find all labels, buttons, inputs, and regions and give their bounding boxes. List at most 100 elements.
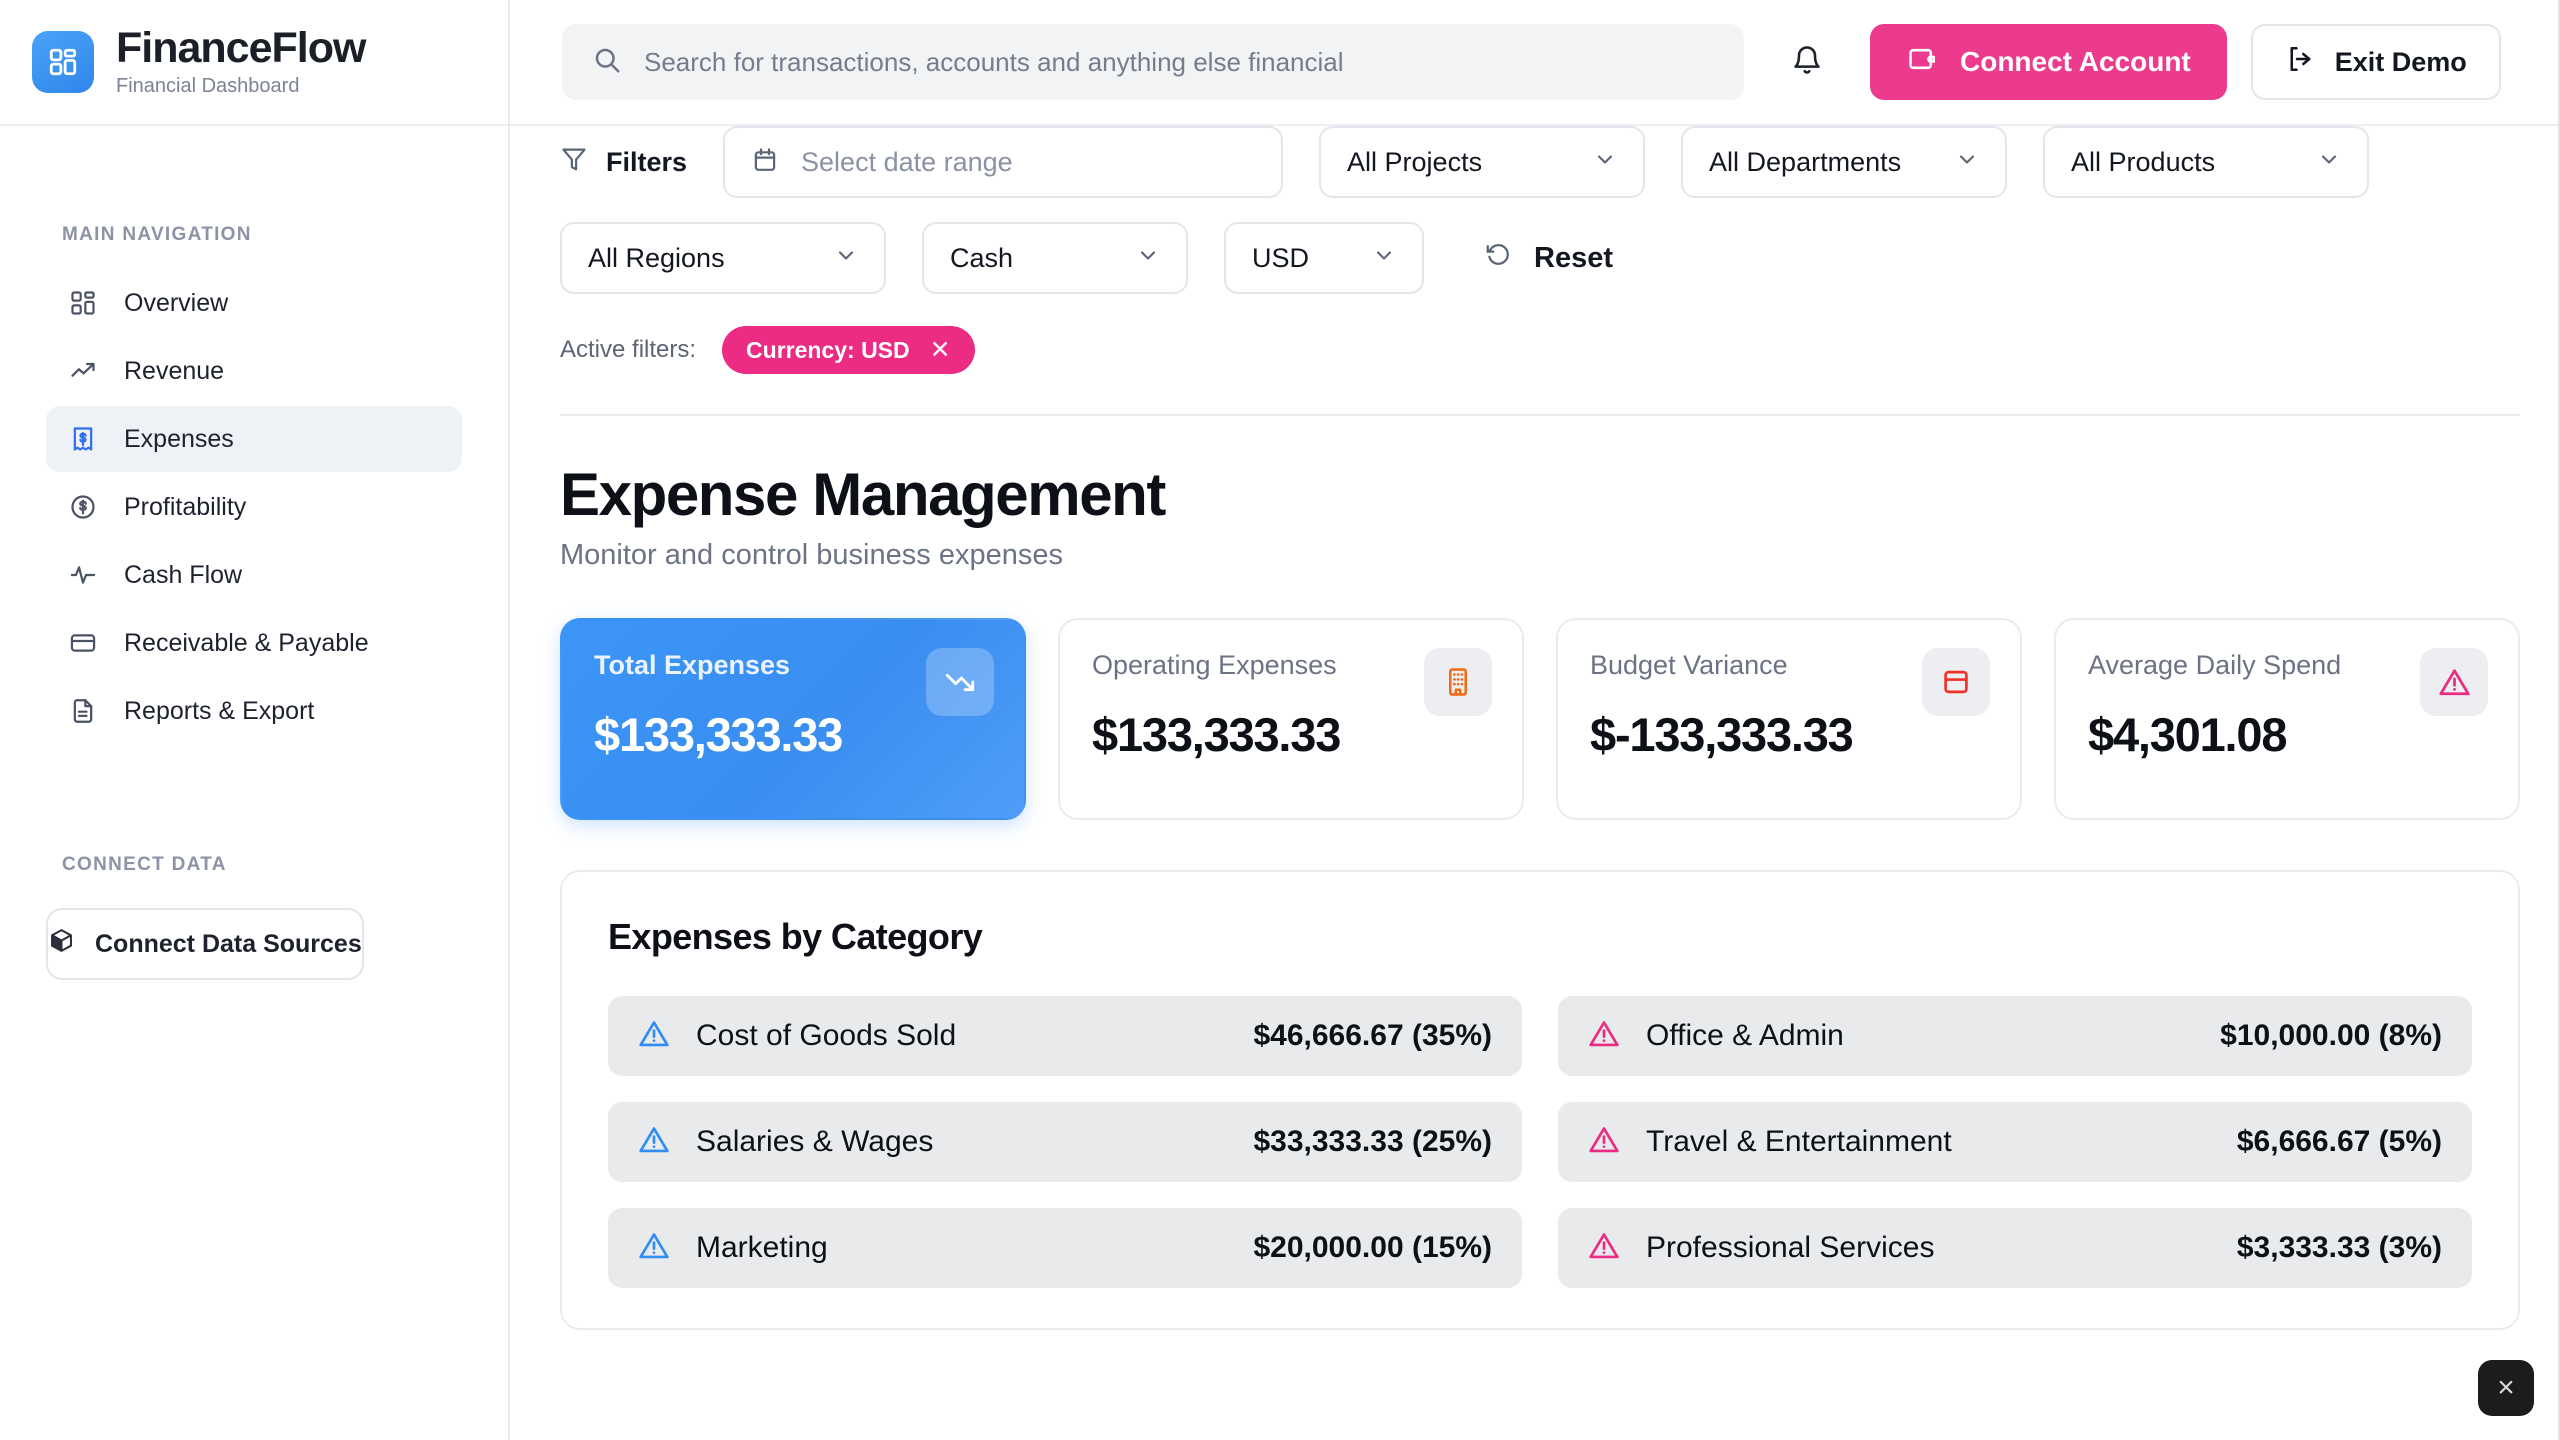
warning-triangle-icon — [638, 1230, 670, 1267]
reset-filters-button[interactable]: Reset — [1484, 240, 1613, 276]
chevron-down-icon — [1136, 243, 1160, 274]
sidebar-item-label: Reports & Export — [124, 696, 315, 725]
sidebar-item-label: Revenue — [124, 356, 225, 385]
search-placeholder: Search for transactions, accounts and an… — [644, 46, 1344, 77]
sidebar-item-cash-flow[interactable]: Cash Flow — [46, 542, 462, 608]
sidebar-item-receivable-payable[interactable]: Receivable & Payable — [46, 610, 462, 676]
close-icon[interactable]: ✕ — [929, 336, 951, 364]
select-regions[interactable]: All Regions — [560, 222, 886, 294]
chevron-down-icon — [834, 243, 858, 274]
sidebar-item-label: Cash Flow — [124, 560, 243, 589]
chevron-down-icon — [2317, 147, 2341, 178]
page-header: Expense Management Monitor and control b… — [510, 416, 2560, 572]
connect-account-label: Connect Account — [1960, 46, 2191, 77]
kpi-card-operating-expenses[interactable]: Operating Expenses $133,333.33 — [1058, 618, 1524, 820]
category-name: Salaries & Wages — [696, 1125, 934, 1158]
top-bar: Search for transactions, accounts and an… — [510, 0, 2560, 126]
select-accounting-basis[interactable]: Cash — [922, 222, 1188, 294]
kpi-label: Budget Variance — [1590, 650, 1788, 680]
sidebar-item-reports-export[interactable]: Reports & Export — [46, 678, 462, 744]
sidebar-item-label: Profitability — [124, 492, 247, 521]
expenses-by-category-panel: Expenses by Category Cost of Goods Sold … — [560, 870, 2520, 1330]
select-departments-value: All Departments — [1709, 146, 1902, 177]
receipt-dollar-icon — [68, 424, 98, 454]
main-area: Search for transactions, accounts and an… — [510, 0, 2560, 1440]
document-text-icon — [68, 696, 98, 726]
trending-down-icon — [926, 648, 994, 716]
main-nav-label: MAIN NAVIGATION — [62, 224, 252, 245]
category-name: Marketing — [696, 1231, 828, 1264]
app-logo-icon — [32, 31, 94, 93]
kpi-card-average-daily-spend[interactable]: Average Daily Spend $4,301.08 — [2054, 618, 2520, 820]
reset-label: Reset — [1534, 241, 1613, 274]
sidebar-item-expenses[interactable]: Expenses — [46, 406, 462, 472]
warning-triangle-icon — [2420, 648, 2488, 716]
panel-title: Expenses by Category — [608, 916, 983, 957]
category-name: Travel & Entertainment — [1646, 1125, 1952, 1158]
search-icon — [592, 45, 622, 80]
content-scroll-area: Filters Select date range All Projects — [510, 126, 2560, 1440]
select-currency[interactable]: USD — [1224, 222, 1424, 294]
exit-demo-button[interactable]: Exit Demo — [2250, 24, 2501, 100]
main-navigation: Overview Revenue — [0, 270, 508, 744]
active-filter-chip-currency[interactable]: Currency: USD ✕ — [722, 326, 975, 374]
app-title: FinanceFlow — [116, 23, 366, 72]
kpi-value: $-133,333.33 — [1590, 708, 1854, 761]
search-input[interactable]: Search for transactions, accounts and an… — [562, 24, 1744, 100]
select-departments[interactable]: All Departments — [1681, 126, 2008, 198]
category-name: Professional Services — [1646, 1231, 1935, 1264]
chevron-down-icon — [1955, 147, 1979, 178]
card-table-icon — [1922, 648, 1990, 716]
sidebar-item-revenue[interactable]: Revenue — [46, 338, 462, 404]
category-row-office-admin[interactable]: Office & Admin $10,000.00 (8%) — [1558, 996, 2472, 1076]
sidebar-item-overview[interactable]: Overview — [46, 270, 462, 336]
kpi-label: Average Daily Spend — [2088, 650, 2342, 680]
category-row-travel-entertainment[interactable]: Travel & Entertainment $6,666.67 (5%) — [1558, 1102, 2472, 1182]
sidebar-item-label: Receivable & Payable — [124, 628, 369, 657]
logout-arrow-icon — [2285, 44, 2315, 81]
filters-row-1: Filters Select date range All Projects — [560, 126, 2520, 198]
date-range-picker[interactable]: Select date range — [723, 126, 1284, 198]
kpi-card-budget-variance[interactable]: Budget Variance $-133,333.33 — [1556, 618, 2022, 820]
category-amount: $33,333.33 (25%) — [1253, 1125, 1492, 1158]
app-subtitle: Financial Dashboard — [116, 75, 300, 98]
page-subtitle: Monitor and control business expenses — [560, 539, 1063, 571]
credit-card-icon — [68, 628, 98, 658]
connect-account-button[interactable]: Connect Account — [1870, 24, 2227, 100]
select-projects-value: All Projects — [1347, 146, 1483, 177]
filters-row-2: All Regions Cash USD — [560, 222, 2520, 294]
category-amount: $3,333.33 (3%) — [2236, 1231, 2442, 1264]
category-amount: $46,666.67 (35%) — [1253, 1019, 1492, 1052]
kpi-label: Operating Expenses — [1092, 650, 1337, 680]
chevron-down-icon — [1372, 243, 1396, 274]
category-row-salaries-wages[interactable]: Salaries & Wages $33,333.33 (25%) — [608, 1102, 1522, 1182]
activity-pulse-icon — [68, 560, 98, 590]
grid-icon — [68, 288, 98, 318]
page-title: Expense Management — [560, 461, 1166, 528]
sidebar-item-label: Overview — [124, 288, 229, 317]
right-edge-divider — [2558, 0, 2560, 1440]
category-amount: $10,000.00 (8%) — [2220, 1019, 2442, 1052]
notifications-button[interactable] — [1770, 25, 1844, 99]
connect-data-label: CONNECT DATA — [62, 854, 227, 875]
filters-bar: Filters Select date range All Projects — [510, 126, 2560, 374]
sidebar-item-profitability[interactable]: Profitability — [46, 474, 462, 540]
select-projects[interactable]: All Projects — [1319, 126, 1646, 198]
select-products[interactable]: All Products — [2043, 126, 2370, 198]
connect-data-sources-button[interactable]: Connect Data Sources — [46, 908, 364, 980]
category-row-cost-of-goods-sold[interactable]: Cost of Goods Sold $46,666.67 (35%) — [608, 996, 1522, 1076]
trending-up-icon — [68, 356, 98, 386]
category-grid: Cost of Goods Sold $46,666.67 (35%) Offi… — [608, 996, 2472, 1288]
warning-triangle-icon — [638, 1018, 670, 1055]
active-filters-row: Active filters: Currency: USD ✕ — [560, 326, 2520, 374]
close-overlay-button[interactable]: × — [2478, 1360, 2534, 1416]
category-row-professional-services[interactable]: Professional Services $3,333.33 (3%) — [1558, 1208, 2472, 1288]
exit-demo-label: Exit Demo — [2334, 46, 2467, 77]
funnel-icon — [560, 145, 588, 180]
date-range-placeholder: Select date range — [801, 146, 1013, 177]
sidebar: FinanceFlow Financial Dashboard MAIN NAV… — [0, 0, 510, 1440]
kpi-card-total-expenses[interactable]: Total Expenses $133,333.33 — [560, 618, 1026, 820]
warning-triangle-icon — [1588, 1018, 1620, 1055]
kpi-card-row: Total Expenses $133,333.33 Operating Exp… — [510, 572, 2560, 820]
category-row-marketing[interactable]: Marketing $20,000.00 (15%) — [608, 1208, 1522, 1288]
